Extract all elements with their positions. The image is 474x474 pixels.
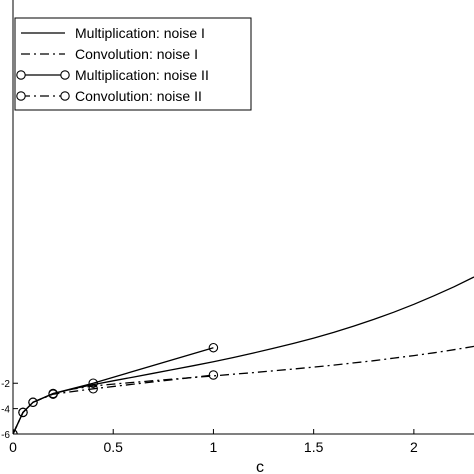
- x-axis-label: c: [256, 459, 264, 474]
- data-point-convolution-noise-ii: [48, 389, 58, 399]
- x-tick-label: 2: [410, 439, 418, 455]
- legend-label: Multiplication: noise II: [75, 67, 209, 83]
- legend-marker: [60, 70, 70, 80]
- legend-label: Multiplication: noise I: [75, 25, 205, 41]
- x-tick-label: 0.5: [103, 439, 123, 455]
- plot-area: [13, 276, 474, 434]
- y-tick-label: -4: [1, 405, 10, 416]
- legend-marker: [16, 91, 26, 101]
- legend-label: Convolution: noise I: [75, 46, 198, 62]
- data-point-convolution-noise-ii: [28, 397, 38, 408]
- series-line-multiplication-noise-ii: [13, 347, 214, 434]
- data-point-convolution-noise-ii: [88, 384, 98, 394]
- data-point-convolution-noise-ii: [208, 370, 219, 380]
- data-point-convolution-noise-ii: [18, 407, 28, 418]
- axes: [12, 0, 474, 435]
- x-tick-label: 1: [210, 439, 218, 455]
- y-tick-label: -6: [1, 430, 10, 441]
- ticks: 0 0.5 1 1.5 2 -6 -4 -2: [1, 379, 418, 455]
- legend-label: Convolution: noise II: [75, 88, 202, 104]
- data-point-multiplication-noise-ii: [88, 378, 98, 388]
- y-tick-label: -2: [1, 379, 10, 390]
- legend: Multiplication: noise I Convolution: nois…: [14, 17, 252, 111]
- series-line-multiplication-noise-i: [13, 276, 474, 434]
- legend-marker: [60, 91, 70, 101]
- x-tick-label: 1.5: [304, 439, 324, 455]
- legend-marker: [16, 70, 26, 80]
- x-tick-label: 0: [9, 439, 17, 455]
- data-point-multiplication-noise-ii: [208, 342, 219, 353]
